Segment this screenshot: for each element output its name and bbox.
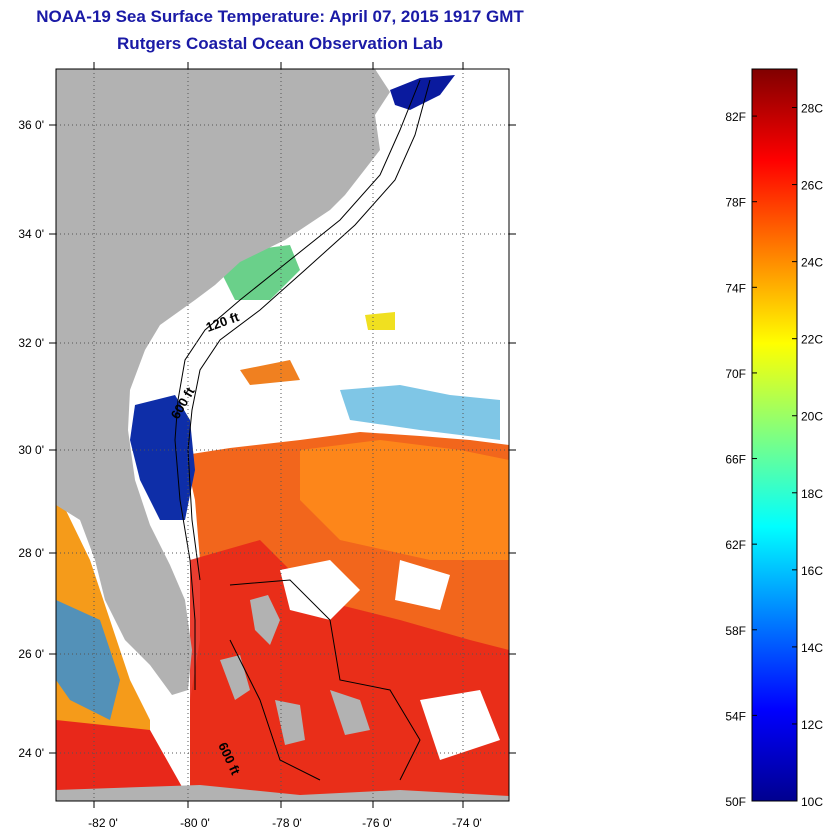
colorbar-f-label: 50F [725,795,746,809]
colorbar-gradient [751,68,798,802]
warm-patch-offshore [240,360,300,385]
map-subtitle: Rutgers Coastal Ocean Observation Lab [117,34,443,53]
colorbar-f-label: 78F [725,196,746,210]
colorbar-celsius-scale: 28C 26C 24C 22C 20C 18C 16C 14C 12C 10C [792,102,823,809]
lat-label: 36 0' [18,118,44,132]
contour-bahamas [229,579,421,781]
lat-label: 24 0' [18,746,44,760]
colorbar-c-label: 28C [801,102,823,116]
bahamas-island [275,700,305,745]
lon-label: -80 0' [180,816,210,830]
colorbar-c-label: 12C [801,718,823,732]
lon-label: -78 0' [272,816,302,830]
map-frame [55,68,510,802]
warm-patch-east [300,440,509,560]
lon-label: -74 0' [452,816,482,830]
gulf-cold-water [56,600,120,720]
colorbar-f-label: 66F [725,453,746,467]
colorbar-c-label: 18C [801,487,823,501]
colorbar-c-label: 22C [801,333,823,347]
map-panel [56,69,509,801]
cloud-patch [395,560,450,610]
cuba-coast [56,785,509,801]
colorbar-c-label: 26C [801,179,823,193]
lat-label: 34 0' [18,227,44,241]
cloud-patch [420,690,500,760]
bahamas-island [250,595,280,645]
contour-600ft [187,79,431,581]
warm-patch-offshore [365,312,395,330]
cloud-patch [280,560,360,620]
colorbar-c-label: 20C [801,410,823,424]
map-title: NOAA-19 Sea Surface Temperature: April 0… [36,7,524,26]
colorbar-c-label: 24C [801,256,823,270]
lon-label: -76 0' [362,816,392,830]
gulf-warm-water [56,720,190,801]
colorbar-f-label: 54F [725,709,746,723]
bahamas-island [330,690,370,735]
lat-label: 26 0' [18,647,44,661]
lon-label: -82 0' [88,816,118,830]
cool-front [340,385,500,440]
colorbar-f-label: 70F [725,367,746,381]
lat-label: 30 0' [18,443,44,457]
colorbar-f-label: 74F [725,281,746,295]
colorbar-f-label: 62F [725,538,746,552]
colorbar [751,68,798,802]
colorbar-c-label: 16C [801,564,823,578]
lat-label: 32 0' [18,336,44,350]
bahamas-island [220,655,250,700]
colorbar-c-label: 10C [801,795,823,809]
land-mass [56,69,390,695]
colorbar-f-label: 58F [725,624,746,638]
cold-shelf-water-north [390,75,455,110]
lat-label: 28 0' [18,546,44,560]
colorbar-fahrenheit-scale: 82F 78F 74F 70F 66F 62F 58F 54F 50F [725,110,757,809]
axis-ticks [49,62,516,808]
colorbar-f-label: 82F [725,110,746,124]
colorbar-c-label: 14C [801,641,823,655]
